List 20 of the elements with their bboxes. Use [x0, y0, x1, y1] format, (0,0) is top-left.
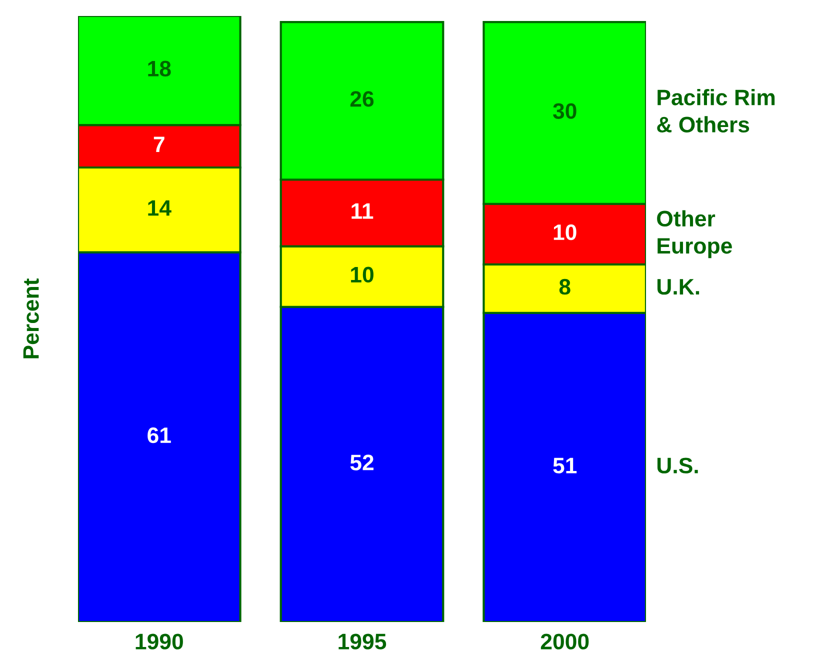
series-label: U.S. [657, 458, 698, 474]
series-label: Pacific Rim & Others [657, 89, 775, 133]
x-tick-label: 1995 [338, 634, 386, 650]
data-label: 30 [553, 103, 576, 119]
data-label: 8 [559, 278, 570, 295]
data-label: 26 [350, 91, 374, 107]
data-label: 7 [154, 136, 164, 152]
series-label: Other Europe [657, 210, 732, 258]
data-label: 10 [351, 266, 374, 283]
data-label: 10 [554, 224, 576, 240]
data-label: 18 [148, 60, 171, 77]
y-axis-title: Percent [23, 278, 39, 358]
x-tick-label: 1990 [136, 634, 183, 650]
x-tick-label: 2000 [540, 634, 589, 650]
series-label: U.K. [657, 279, 700, 295]
data-label: 52 [350, 454, 374, 470]
data-label: 51 [553, 458, 577, 474]
data-label: 61 [148, 427, 171, 444]
data-label: 11 [352, 203, 374, 219]
data-label: 14 [148, 200, 172, 216]
